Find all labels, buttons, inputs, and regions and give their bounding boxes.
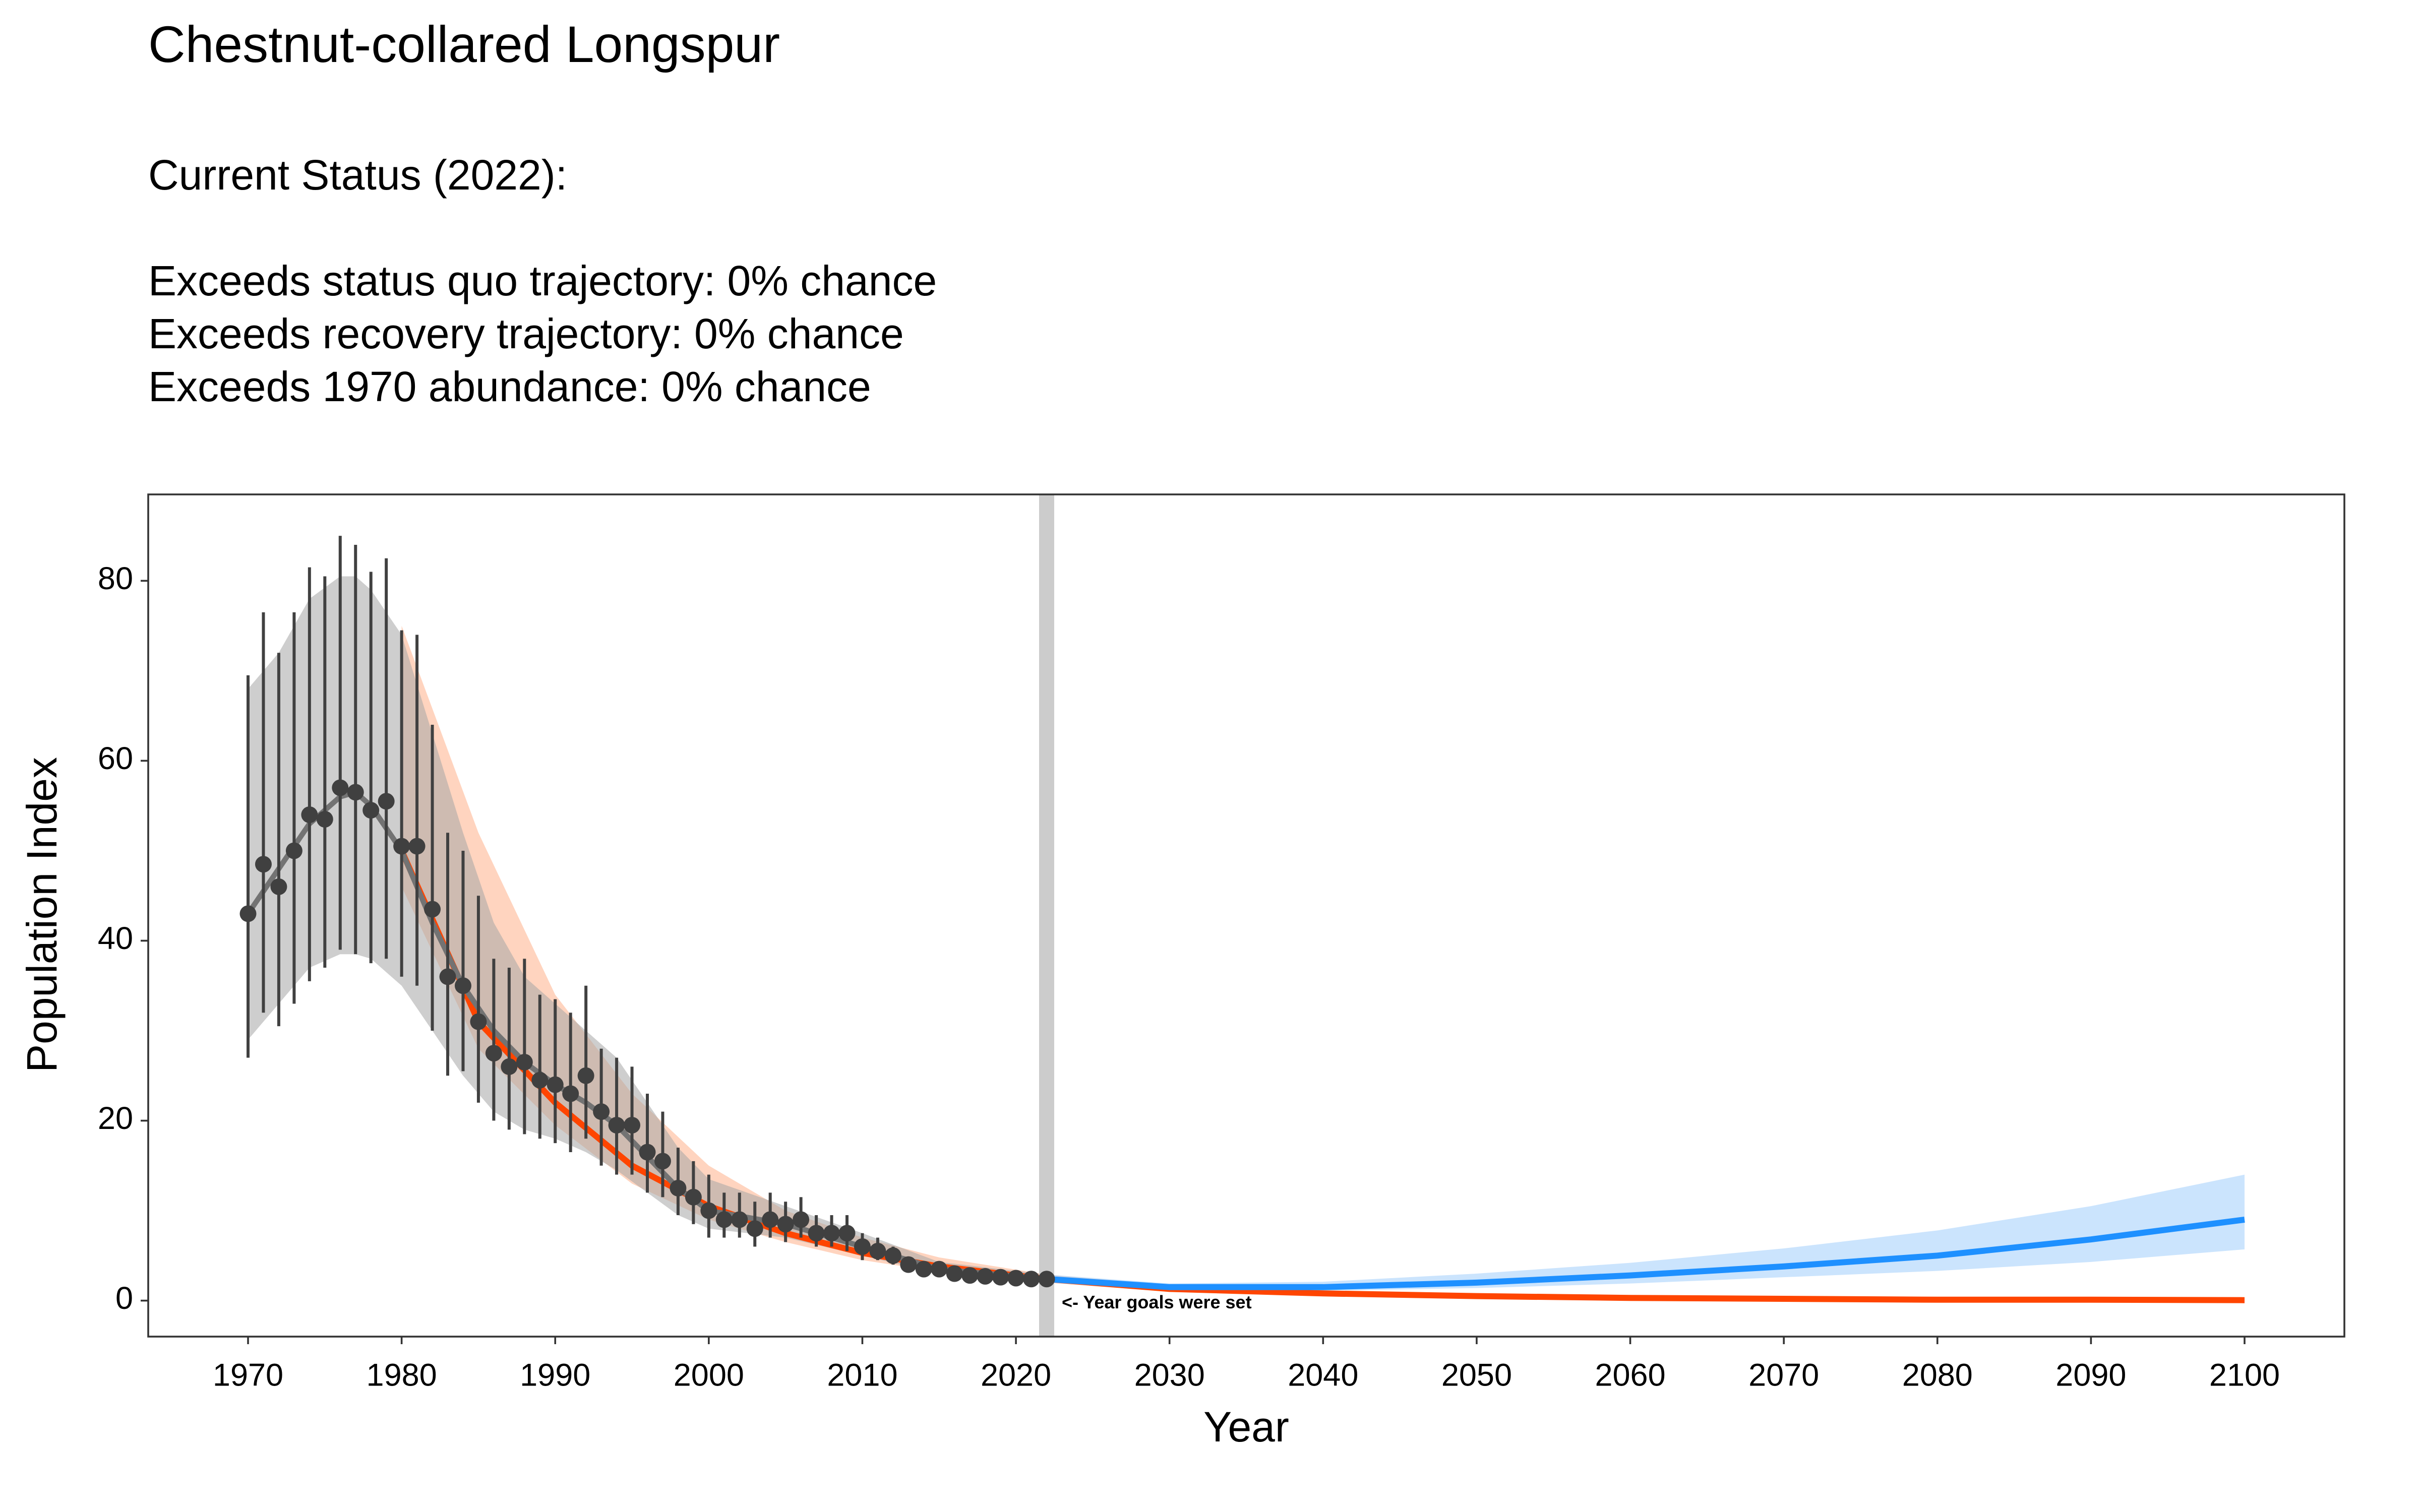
goal-year-line	[1039, 494, 1054, 1337]
x-tick-label: 2020	[981, 1358, 1051, 1393]
y-tick-label: 80	[98, 561, 133, 596]
annotation: <- Year goals were set	[1062, 1292, 1252, 1312]
data-point	[393, 838, 410, 855]
x-tick-label: 2060	[1595, 1358, 1665, 1393]
data-point	[946, 1265, 963, 1282]
data-point	[577, 1067, 594, 1084]
data-point	[362, 802, 380, 819]
x-tick-label: 1990	[520, 1358, 590, 1393]
x-tick-label: 1970	[213, 1358, 283, 1393]
data-point	[454, 977, 471, 994]
data-point	[531, 1072, 549, 1089]
y-tick-label: 0	[115, 1281, 133, 1316]
data-point	[332, 779, 349, 796]
data-point	[424, 901, 441, 918]
data-point	[408, 838, 426, 855]
x-tick-label: 2040	[1288, 1358, 1358, 1393]
data-point	[700, 1202, 717, 1219]
plot-area: <- Year goals were set	[239, 494, 2245, 1337]
subtitle-line: Exceeds 1970 abundance: 0% chance	[148, 363, 871, 410]
data-point	[670, 1179, 687, 1196]
data-point	[931, 1261, 948, 1278]
trajectory-band	[1047, 1174, 2245, 1291]
data-point	[316, 810, 333, 828]
subtitle-line: Exceeds status quo trajectory: 0% chance	[148, 257, 937, 304]
data-point	[516, 1053, 533, 1070]
data-point	[823, 1225, 840, 1242]
data-point	[731, 1211, 748, 1228]
panel-border	[147, 493, 2345, 1338]
data-point	[977, 1268, 994, 1285]
data-point	[915, 1261, 932, 1278]
data-point	[255, 856, 272, 873]
data-point	[884, 1247, 901, 1264]
y-tick-label: 20	[98, 1101, 133, 1136]
data-point	[501, 1058, 518, 1075]
data-point	[608, 1116, 625, 1133]
x-tick-label: 2090	[2055, 1358, 2126, 1393]
data-point	[439, 968, 456, 985]
data-point	[808, 1225, 825, 1242]
data-point	[624, 1116, 641, 1133]
data-point	[378, 793, 395, 810]
data-point	[746, 1220, 763, 1237]
chart-title: Chestnut-collared Longspur	[148, 16, 780, 73]
x-tick-label: 2100	[2209, 1358, 2280, 1393]
data-point	[961, 1267, 979, 1284]
data-point	[485, 1045, 502, 1062]
data-point	[777, 1216, 794, 1233]
data-point	[547, 1076, 564, 1093]
x-tick-label: 1980	[367, 1358, 437, 1393]
data-point	[715, 1211, 733, 1228]
data-point	[854, 1238, 871, 1255]
y-tick-label: 60	[98, 741, 133, 776]
x-tick-label: 2030	[1134, 1358, 1205, 1393]
data-point	[762, 1211, 779, 1228]
data-point	[838, 1225, 856, 1242]
data-point	[1038, 1271, 1055, 1288]
x-tick-label: 2050	[1441, 1358, 1512, 1393]
data-point	[1023, 1271, 1040, 1288]
data-point	[639, 1144, 656, 1161]
data-point	[593, 1103, 610, 1120]
y-tick-label: 40	[98, 921, 133, 956]
data-point	[685, 1188, 702, 1206]
trajectory-line	[1046, 1216, 2245, 1290]
subtitle-line: Current Status (2022):	[148, 151, 567, 199]
data-point	[347, 784, 364, 801]
data-point	[301, 806, 318, 824]
data-point	[654, 1153, 671, 1170]
data-point	[239, 905, 257, 922]
x-tick-label: 2080	[1902, 1358, 1973, 1393]
y-axis-label: Population Index	[18, 757, 66, 1073]
data-point	[992, 1269, 1009, 1286]
data-point	[869, 1242, 886, 1259]
x-axis-label: Year	[1203, 1403, 1289, 1451]
data-point	[562, 1085, 579, 1102]
data-point	[470, 1013, 487, 1030]
x-tick-label: 2070	[1748, 1358, 1819, 1393]
data-point	[1007, 1270, 1024, 1287]
data-point	[793, 1211, 810, 1228]
data-point	[270, 878, 287, 895]
subtitle-line: Exceeds recovery trajectory: 0% chance	[148, 310, 904, 357]
data-point	[285, 842, 302, 859]
x-tick-label: 2000	[674, 1358, 744, 1393]
x-tick-label: 2010	[827, 1358, 897, 1393]
data-point	[900, 1256, 917, 1273]
